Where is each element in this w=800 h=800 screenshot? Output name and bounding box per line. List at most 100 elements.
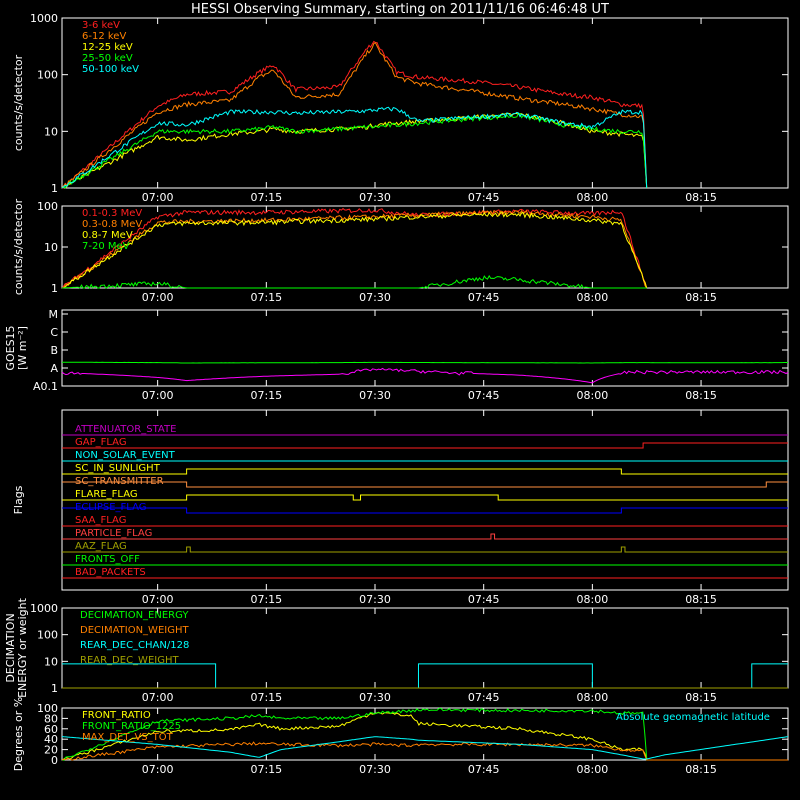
ql-lightcurves-high-frame: [61, 205, 789, 289]
decimation-xtick-label: 07:30: [359, 691, 391, 704]
flag-label: FRONTS_OFF: [75, 554, 140, 565]
ql-lightcurves-high-legend-entry: 0.8-7 MeV: [82, 230, 133, 241]
ql-lightcurves-high-xtick-label: 08:00: [577, 291, 609, 304]
goes-ytick-label: B: [50, 344, 58, 357]
flag-label: BAD_PACKETS: [75, 567, 146, 578]
goes-series-1-0-8-0-a: [62, 361, 788, 364]
figure-title: HESSI Observing Summary, starting on 201…: [191, 2, 609, 17]
flag-label: SC_IN_SUNLIGHT: [75, 463, 161, 474]
ql-lightcurves-low-frame: [61, 17, 789, 189]
ratios-series-absolute-geomagnetic-latitude: [61, 736, 789, 760]
ratios-legend-entry: MAX_DET_VS_TOT: [82, 732, 174, 743]
ql-lightcurves-high-legend-entry: 0.1-0.3 MeV: [82, 208, 142, 219]
ql-lightcurves-low-legend-entry: 25-50 keV: [82, 53, 133, 64]
ql-lightcurves-high-series-0-8-7-mev: [62, 211, 648, 289]
flags-ylabel: Flags: [12, 485, 25, 514]
ratios-xtick-label: 08:15: [685, 763, 717, 776]
flag-trace-eclipse-flag: [62, 507, 788, 514]
flag-trace-flare-flag: [62, 494, 788, 501]
goes-xtick-label: 08:00: [577, 389, 609, 402]
ql-lightcurves-low-ytick-label: 100: [37, 69, 58, 82]
ratios-legend-entry: FRONT_RATIO: [82, 710, 151, 721]
ratios-ytick-label: 80: [44, 712, 58, 725]
ratios-frame: [61, 707, 789, 761]
decimation-ytick-label: 10: [44, 655, 58, 668]
ratios-ylabel: Degrees or %: [12, 697, 25, 771]
decimation-xtick-label: 08:15: [685, 691, 717, 704]
flag-trace-sc-in-sunlight: [62, 468, 788, 475]
ratios-annotation: Absolute geomagnetic latitude: [616, 712, 770, 723]
ql-lightcurves-low-xtick-label: 07:30: [359, 191, 391, 204]
decimation-ylabel2: ENERGY or weight: [16, 597, 29, 697]
decimation-legend-entry: REAR_DEC_CHAN/128: [80, 640, 189, 651]
decimation-ylabel: DECIMATION: [4, 613, 17, 682]
flags-xtick-label: 08:15: [685, 593, 717, 606]
ql-lightcurves-high-series-0-3-0-8-mev: [62, 209, 648, 289]
ql-lightcurves-high-xtick-label: 07:00: [142, 291, 174, 304]
ql-lightcurves-high-ytick-label: 100: [37, 200, 58, 213]
flag-trace-sc-transmitter: [62, 481, 788, 488]
ql-lightcurves-high-legend-entry: 7-20 MeV: [82, 241, 130, 252]
ql-lightcurves-high-xtick-label: 08:15: [685, 291, 717, 304]
goes-xtick-label: 07:45: [468, 389, 500, 402]
ql-lightcurves-low-ytick-label: 1000: [30, 12, 58, 25]
decimation-legend-entry: DECIMATION_WEIGHT: [80, 625, 189, 636]
ratios-ytick-label: 0: [51, 754, 58, 767]
goes-ylabel2: [W m⁻²]: [16, 326, 29, 370]
ql-lightcurves-high-legend-entry: 0.3-0.8 MeV: [82, 219, 142, 230]
goes-ytick-label: A: [50, 362, 58, 375]
decimation-xtick-label: 07:15: [250, 691, 282, 704]
decimation-legend-entry: REAR_DEC_WEIGHT: [80, 655, 179, 666]
ql-lightcurves-high-ylabel: counts/s/detector: [12, 198, 25, 295]
ratios-xtick-label: 07:30: [359, 763, 391, 776]
ql-lightcurves-high-xtick-label: 07:30: [359, 291, 391, 304]
goes-xtick-label: 07:15: [250, 389, 282, 402]
ql-lightcurves-low-legend-entry: 3-6 keV: [82, 20, 120, 31]
ql-lightcurves-low-series-6-12-kev: [61, 42, 648, 189]
ratios-ytick-label: 20: [44, 744, 58, 757]
decimation-series-rear-dec-chan-128: [62, 663, 788, 689]
ql-lightcurves-low-xtick-label: 07:00: [142, 191, 174, 204]
ql-lightcurves-low-series-3-6-kev: [62, 40, 648, 189]
decimation-xtick-label: 07:00: [142, 691, 174, 704]
goes-xtick-label: 08:15: [685, 389, 717, 402]
flag-trace-gap-flag: [62, 442, 788, 449]
ratios-legend-entry: FRONT_RATIO_1225: [82, 721, 181, 732]
ratios-xtick-label: 08:00: [577, 763, 609, 776]
ql-lightcurves-low-ytick-label: 1: [51, 182, 58, 195]
ql-lightcurves-low-legend-entry: 12-25 keV: [82, 42, 133, 53]
goes-ylabel: GOES15: [4, 325, 17, 370]
ratios-xtick-label: 07:45: [468, 763, 500, 776]
flag-label: PARTICLE_FLAG: [75, 528, 152, 539]
ql-lightcurves-low-xtick-label: 08:00: [577, 191, 609, 204]
ql-lightcurves-high-series-0-1-0-3-mev: [61, 207, 648, 289]
decimation-xtick-label: 08:00: [577, 691, 609, 704]
goes-xtick-label: 07:30: [359, 389, 391, 402]
ratios-xtick-label: 07:00: [142, 763, 174, 776]
ql-lightcurves-low-series-25-50-kev: [61, 112, 648, 189]
decimation-xtick-label: 07:45: [468, 691, 500, 704]
ql-lightcurves-low-series-50-100-kev: [61, 106, 648, 189]
ratios-series-max-det-vs-tot: [61, 741, 788, 761]
decimation-legend-entry: DECIMATION_ENERGY: [80, 610, 189, 621]
goes-ytick-label: M: [49, 308, 59, 321]
goes-frame: [61, 309, 789, 387]
flags-xtick-label: 07:30: [359, 593, 391, 606]
flag-label: GAP_FLAG: [75, 437, 127, 448]
flag-label: AAZ_FLAG: [75, 541, 127, 552]
flag-trace-aaz-flag: [62, 546, 788, 553]
flag-label: FLARE_FLAG: [75, 489, 138, 500]
ql-lightcurves-low-xtick-label: 07:15: [250, 191, 282, 204]
ql-lightcurves-high-ytick-label: 1: [51, 282, 58, 295]
ratios-ytick-label: 40: [44, 733, 58, 746]
ratios-xtick-label: 07:15: [250, 763, 282, 776]
decimation-ytick-label: 100: [37, 629, 58, 642]
ratios-ytick-label: 60: [44, 723, 58, 736]
flags-xtick-label: 07:15: [250, 593, 282, 606]
flags-xtick-label: 07:00: [142, 593, 174, 606]
goes-ytick-label: C: [50, 326, 58, 339]
ql-lightcurves-high-xtick-label: 07:15: [250, 291, 282, 304]
flag-label: SAA_FLAG: [75, 515, 126, 526]
panels: 07:00 07:15 07:30 07:45 08:00 08:15 counts/s/d…: [4, 12, 789, 776]
